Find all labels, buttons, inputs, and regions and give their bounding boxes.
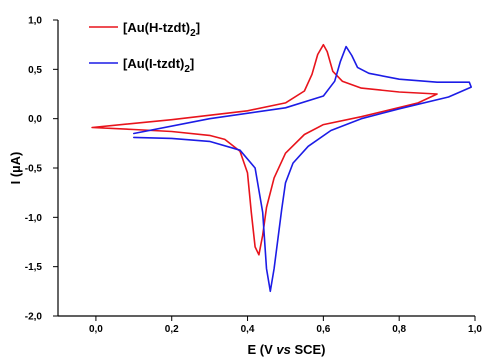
y-tick-label: -0,5 (25, 164, 43, 175)
y-tick-label: 0,0 (28, 114, 42, 125)
y-tick-label: -1,5 (25, 262, 43, 273)
series-group (91, 43, 473, 293)
x-axis-label-suffix: SCE) (291, 342, 326, 357)
legend-label-end: ] (190, 56, 194, 71)
x-tick-label: 0,2 (165, 324, 179, 335)
x-axis-label-prefix: E (V (247, 342, 276, 357)
y-tick-label: 1,0 (28, 16, 42, 27)
x-axis-label: E (V vs SCE) (247, 342, 325, 357)
series-line-au-i-tzdt (133, 45, 473, 293)
x-tick-label: 0,6 (316, 324, 330, 335)
legend-label-au-h-tzdt: [Au(H-tzdt)2] (123, 20, 200, 39)
legend-item-au-i-tzdt: [Au(I-tzdt)2] (89, 56, 194, 75)
x-tick-label: 1,0 (468, 324, 482, 335)
y-tick-label: -1,0 (25, 213, 43, 224)
x-tick-label: 0,8 (392, 324, 406, 335)
legend-label-end: ] (196, 20, 200, 35)
x-tick-label: 0,0 (89, 324, 103, 335)
x-tick-label: 0,4 (241, 324, 255, 335)
legend-label-subscript: 2 (184, 64, 190, 75)
series-line-au-h-tzdt (91, 43, 438, 256)
y-tick-label: -2,0 (25, 312, 43, 323)
legend-label-main: [Au(I-tzdt) (123, 56, 184, 71)
y-tick-label: 0,5 (28, 65, 42, 76)
legend-label-au-i-tzdt: [Au(I-tzdt)2] (123, 56, 194, 75)
legend-label-main: [Au(H-tzdt) (123, 20, 190, 35)
x-axis-label-italic: vs (276, 342, 290, 357)
y-axis-label: I (µA) (8, 152, 23, 185)
legend-item-au-h-tzdt: [Au(H-tzdt)2] (89, 20, 200, 39)
legend: [Au(H-tzdt)2] [Au(I-tzdt)2] (89, 20, 200, 75)
y-ticks: 1,0 0,5 0,0 -0,5 -1,0 -1,5 -2,0 (25, 16, 58, 323)
legend-label-subscript: 2 (190, 28, 196, 39)
x-ticks: 0,0 0,2 0,4 0,6 0,8 1,0 (89, 316, 482, 335)
